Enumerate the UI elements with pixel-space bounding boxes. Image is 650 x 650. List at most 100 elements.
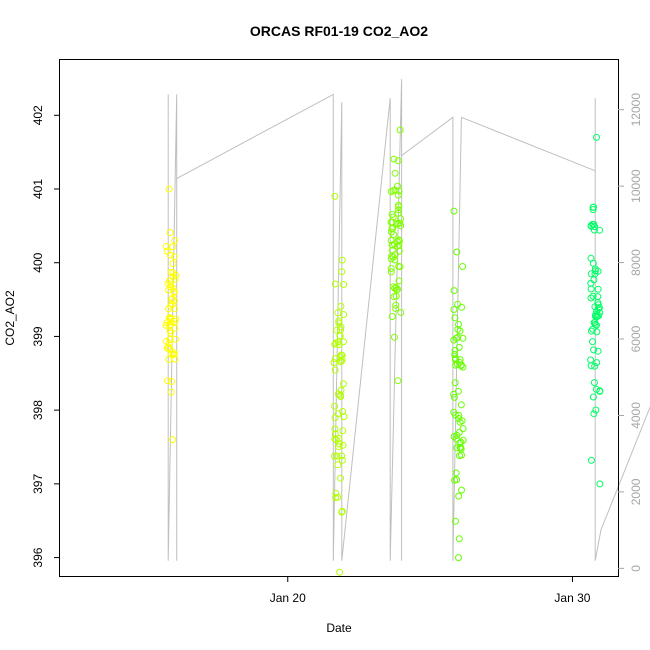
data-point	[331, 192, 339, 200]
data-point	[162, 243, 170, 250]
data-point	[455, 535, 463, 543]
data-point	[593, 328, 601, 336]
data-point	[592, 385, 600, 393]
data-point	[453, 476, 461, 484]
data-point	[590, 379, 598, 387]
data-point	[332, 436, 340, 444]
data-point	[171, 355, 179, 363]
data-point	[169, 260, 177, 268]
data-point	[594, 285, 602, 293]
data-point	[457, 401, 465, 409]
data-point	[451, 351, 459, 358]
data-point	[392, 284, 400, 291]
data-point	[451, 379, 459, 387]
right-y-tick-label: 8000	[629, 249, 643, 276]
data-point	[592, 311, 600, 319]
x-tick-label: Jan 20	[270, 591, 306, 605]
data-point	[390, 293, 398, 301]
data-point	[331, 425, 339, 433]
data-point	[388, 218, 396, 226]
right-y-tick-label: 2000	[629, 478, 643, 505]
data-point	[454, 325, 462, 333]
data-point	[459, 363, 467, 371]
data-point	[455, 554, 462, 562]
data-point	[459, 263, 467, 270]
data-point	[332, 494, 340, 501]
flight-series-rf02	[330, 192, 348, 576]
data-point	[339, 380, 347, 388]
data-point	[451, 314, 459, 322]
data-point	[459, 425, 467, 433]
data-point	[450, 408, 458, 416]
data-point	[169, 436, 177, 444]
data-point	[338, 356, 346, 364]
data-point	[165, 343, 172, 351]
data-point	[170, 253, 178, 261]
data-point	[453, 360, 461, 368]
data-point	[587, 362, 595, 370]
y-tick-label: 398	[31, 400, 45, 420]
data-point	[334, 461, 342, 469]
data-point	[388, 252, 396, 260]
data-point	[587, 356, 595, 364]
data-point	[593, 308, 600, 316]
data-point	[335, 443, 343, 451]
data-point	[589, 338, 596, 346]
data-point	[340, 281, 348, 288]
data-point	[336, 568, 344, 576]
data-point	[338, 256, 346, 264]
data-point	[339, 441, 347, 449]
data-point	[591, 303, 599, 311]
data-point	[331, 280, 339, 288]
data-point	[452, 435, 460, 443]
data-point	[453, 248, 461, 256]
data-point	[589, 206, 597, 214]
data-point	[333, 452, 341, 460]
data-point	[394, 191, 402, 199]
data-point	[596, 480, 604, 488]
data-point	[594, 301, 602, 309]
y-tick-label: 396	[31, 547, 45, 567]
data-point	[450, 336, 458, 344]
data-point	[587, 294, 595, 302]
data-point	[165, 185, 173, 193]
data-point	[456, 418, 464, 426]
data-point	[459, 334, 467, 342]
data-point	[167, 268, 175, 276]
data-point	[162, 321, 170, 329]
data-point	[590, 410, 598, 418]
x-tick-label: Jan 30	[554, 591, 590, 605]
data-point	[172, 335, 179, 343]
data-point	[387, 265, 395, 272]
data-point	[397, 222, 405, 230]
data-point	[459, 436, 467, 444]
data-point	[338, 452, 346, 460]
right-y-tick-label: 6000	[629, 325, 643, 352]
data-point	[587, 222, 595, 230]
data-point	[456, 452, 463, 460]
altitude-track-line	[167, 79, 650, 561]
data-point	[455, 411, 463, 419]
y-tick-label: 402	[31, 105, 45, 125]
data-point	[458, 417, 466, 425]
data-point	[390, 155, 398, 163]
data-point	[594, 347, 602, 355]
data-point	[337, 302, 345, 310]
data-point	[589, 203, 597, 211]
data-point	[334, 309, 342, 317]
data-point	[394, 157, 402, 165]
data-point	[596, 309, 604, 316]
data-point	[589, 292, 597, 300]
data-point	[337, 326, 345, 334]
data-point	[169, 243, 177, 251]
y-tick-label: 400	[31, 252, 45, 272]
data-point	[332, 489, 340, 497]
data-point	[450, 393, 458, 401]
data-point	[166, 336, 174, 343]
y-axis-label: CO2_AO2	[3, 290, 17, 346]
data-point	[594, 293, 602, 301]
data-point	[331, 452, 338, 460]
data-point	[168, 295, 176, 302]
data-point	[590, 319, 598, 327]
